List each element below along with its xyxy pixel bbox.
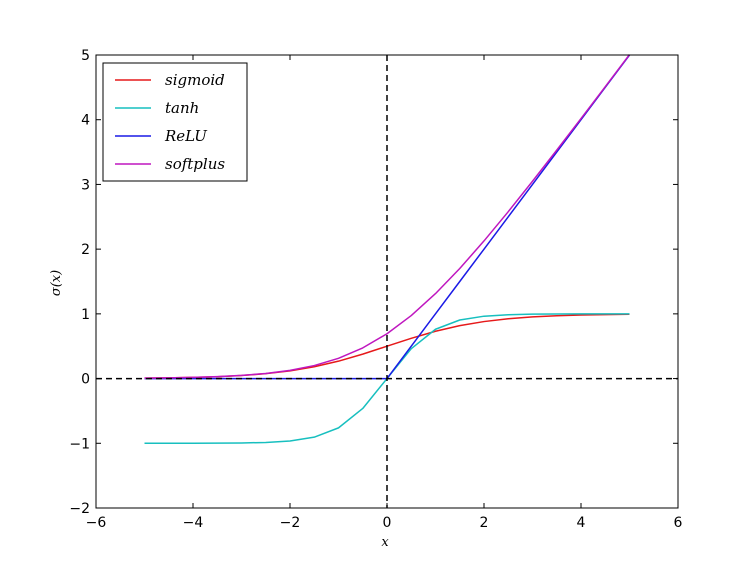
x-tick-label: −6 <box>86 515 107 531</box>
y-tick-label: 5 <box>81 48 90 64</box>
y-tick-label: 0 <box>81 372 90 388</box>
axis-ticks: −6 −4 −2 0 2 4 6 −2 −1 0 1 2 3 4 5 <box>69 48 682 531</box>
legend-box <box>102 62 248 182</box>
x-axis-label: x <box>381 535 389 550</box>
series-line-softplus <box>144 54 631 379</box>
x-tick-label: 2 <box>480 515 489 531</box>
y-tick-label: 4 <box>81 113 90 129</box>
y-tick-label: 2 <box>81 242 90 258</box>
y-axis-label: σ(x) <box>49 270 64 296</box>
y-tick-label: −2 <box>69 501 90 517</box>
legend-label: softplus <box>165 155 225 173</box>
reference-lines <box>96 55 678 508</box>
legend-label: ReLU <box>164 127 208 145</box>
x-tick-label: 6 <box>674 515 683 531</box>
x-tick-label: −4 <box>183 515 204 531</box>
legend: sigmoid tanh ReLU softplus <box>102 62 248 182</box>
y-tick-label: 3 <box>81 177 90 193</box>
y-tick-label: −1 <box>69 436 90 452</box>
y-tick-label: 1 <box>81 307 90 323</box>
legend-label: tanh <box>165 99 199 117</box>
x-tick-label: 4 <box>577 515 586 531</box>
x-tick-label: 0 <box>383 515 392 531</box>
x-tick-label: −2 <box>280 515 301 531</box>
legend-label: sigmoid <box>165 71 225 89</box>
